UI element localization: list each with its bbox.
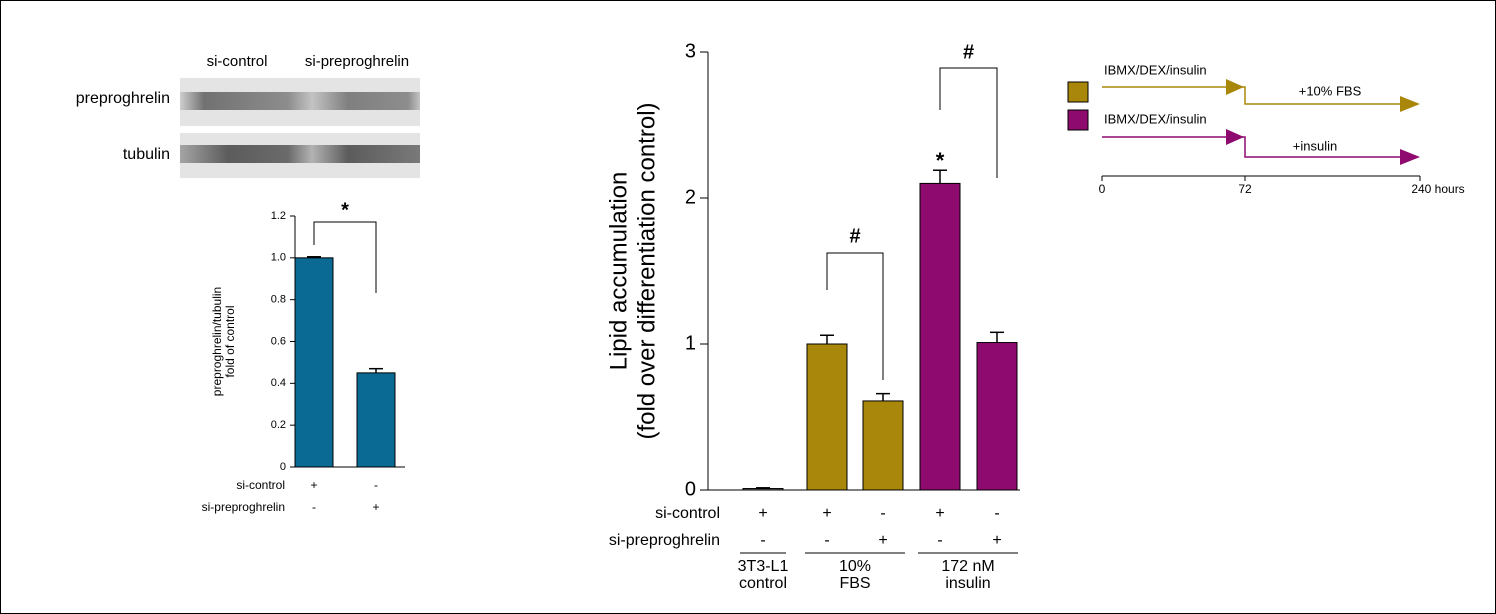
row-label: si-control bbox=[655, 505, 720, 522]
row-sign: - bbox=[880, 505, 885, 522]
y-tick-label: 1.2 bbox=[271, 210, 286, 222]
row-sign: + bbox=[758, 505, 767, 522]
row-label: preproghrelin bbox=[76, 90, 170, 107]
row-sign: + bbox=[935, 505, 944, 522]
bar bbox=[807, 344, 847, 490]
time-label: 0 bbox=[1099, 182, 1106, 196]
y-tick-label: 0.2 bbox=[271, 419, 286, 431]
row-sign: - bbox=[760, 532, 765, 549]
row-label: si-control bbox=[236, 478, 285, 492]
y-tick-label: 0.8 bbox=[271, 294, 286, 306]
row-sign: + bbox=[878, 532, 887, 549]
bar bbox=[863, 401, 903, 490]
y-axis-label: preproghrelin/tubulin bbox=[210, 287, 224, 396]
figure: si-control si-preproghrelin preproghreli… bbox=[0, 0, 1496, 614]
row-label: tubulin bbox=[123, 146, 170, 163]
row-sign: - bbox=[312, 500, 316, 514]
protocol-label: IBMX/DEX/insulin bbox=[1104, 111, 1207, 126]
group-label: 3T3-L1 bbox=[738, 558, 789, 575]
significance-mark: * bbox=[341, 199, 349, 221]
group-label: 172 nM bbox=[941, 558, 994, 575]
y-tick-label: 3 bbox=[685, 40, 696, 62]
group-label: 10% bbox=[839, 558, 871, 575]
y-axis-label: (fold over differentiation control) bbox=[633, 102, 660, 439]
row-sign: - bbox=[937, 532, 942, 549]
significance-mark: # bbox=[849, 225, 860, 247]
row-sign: + bbox=[992, 532, 1001, 549]
significance-mark: # bbox=[963, 41, 974, 63]
lane-label: si-control bbox=[207, 53, 268, 70]
group-label: insulin bbox=[945, 575, 990, 592]
legend-swatch bbox=[1068, 110, 1088, 130]
row-sign: - bbox=[824, 532, 829, 549]
bar bbox=[743, 489, 783, 490]
blot-band bbox=[180, 92, 420, 110]
y-tick-label: 0.6 bbox=[271, 335, 286, 347]
row-sign: + bbox=[310, 478, 317, 492]
y-axis-label: fold of control bbox=[223, 305, 237, 377]
protocol-label: IBMX/DEX/insulin bbox=[1104, 62, 1207, 77]
bar bbox=[920, 183, 960, 490]
protocol-step: +insulin bbox=[1293, 138, 1337, 153]
lane-label: si-preproghrelin bbox=[305, 53, 409, 70]
y-tick-label: 0.4 bbox=[271, 377, 286, 389]
bar bbox=[977, 343, 1017, 490]
row-label: si-preproghrelin bbox=[609, 532, 720, 549]
legend-swatch bbox=[1068, 82, 1088, 102]
y-tick-label: 0 bbox=[280, 461, 286, 473]
row-sign: + bbox=[372, 500, 379, 514]
blot-band bbox=[180, 145, 420, 163]
row-sign: - bbox=[374, 478, 378, 492]
time-label: 240 hours bbox=[1411, 182, 1464, 196]
significance-mark: * bbox=[936, 148, 945, 173]
row-sign: - bbox=[994, 505, 999, 522]
time-label: 72 bbox=[1238, 182, 1252, 196]
row-label: si-preproghrelin bbox=[202, 500, 285, 514]
y-tick-label: 0 bbox=[685, 478, 696, 500]
protocol-step: +10% FBS bbox=[1299, 83, 1362, 98]
bar bbox=[295, 258, 333, 467]
y-tick-label: 1.0 bbox=[271, 252, 286, 264]
row-sign: + bbox=[822, 505, 831, 522]
y-tick-label: 1 bbox=[685, 332, 696, 354]
group-label: FBS bbox=[839, 575, 870, 592]
y-axis-label: Lipid accumulation bbox=[605, 172, 632, 371]
bar bbox=[357, 373, 395, 467]
group-label: control bbox=[739, 575, 787, 592]
y-tick-label: 2 bbox=[685, 186, 696, 208]
